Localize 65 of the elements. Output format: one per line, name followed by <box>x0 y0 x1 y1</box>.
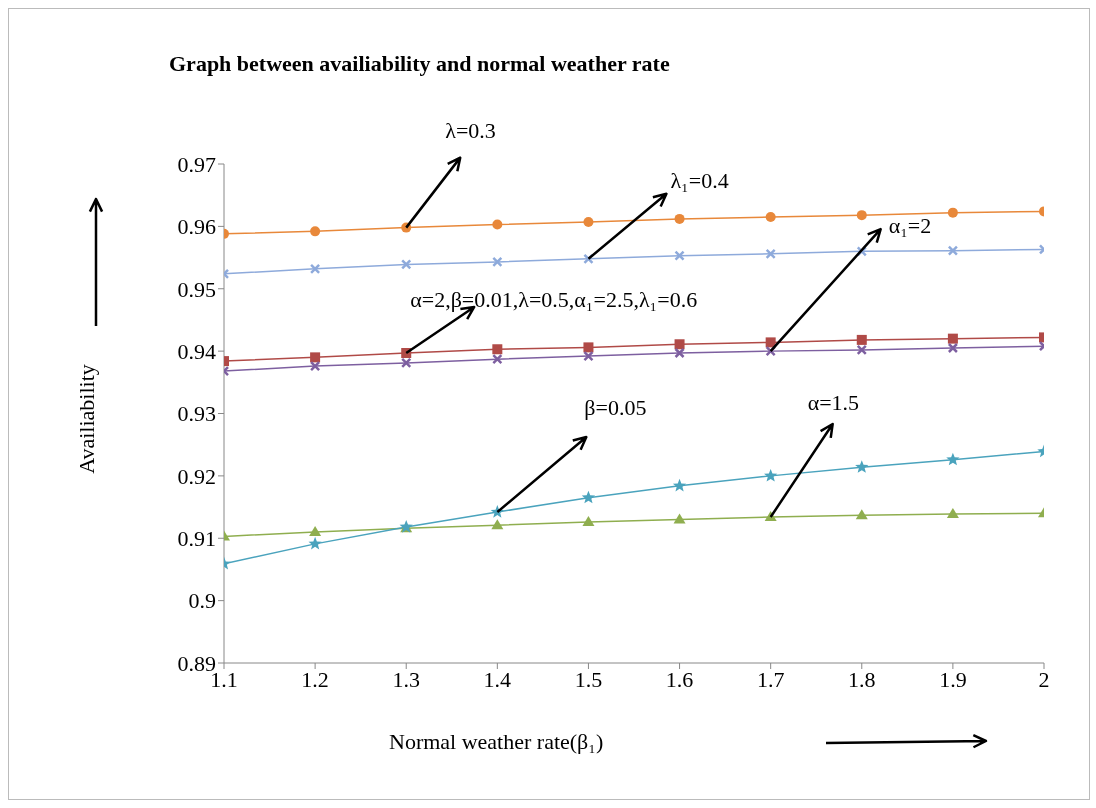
y-tick-label: 0.94 <box>177 338 216 364</box>
point <box>673 513 686 524</box>
point <box>492 353 503 365</box>
annotation: λ₁=0.4 <box>670 167 729 193</box>
annotation: λ=0.3 <box>445 117 496 143</box>
point <box>674 250 685 261</box>
x-tick-label: 1.7 <box>756 666 785 692</box>
point <box>309 360 321 372</box>
point <box>400 357 412 369</box>
chart-title: Graph between availiability and normal weather rate <box>168 51 671 77</box>
x-tick-label: 1.8 <box>848 666 876 692</box>
point <box>947 333 958 344</box>
point <box>583 342 594 353</box>
y-tick-label: 0.97 <box>177 151 216 177</box>
point <box>946 507 959 518</box>
point <box>672 478 687 492</box>
point <box>309 526 322 537</box>
point <box>947 245 959 256</box>
point <box>856 210 867 221</box>
point <box>674 213 685 224</box>
point <box>400 259 412 270</box>
point <box>765 248 776 260</box>
point <box>946 452 960 466</box>
x-tick-label: 1.9 <box>939 666 967 692</box>
annotation: α₁=2 <box>888 213 932 239</box>
point <box>309 263 321 275</box>
point <box>583 217 594 228</box>
annotation: α=2,β=0.01,λ=0.5,α₁=2.5,λ₁=0.6 <box>410 287 698 312</box>
point <box>856 334 867 345</box>
point <box>492 256 503 268</box>
x-tick-label: 1.5 <box>574 666 603 692</box>
point <box>856 344 868 356</box>
point <box>855 460 869 473</box>
point <box>583 350 594 362</box>
y-tick-label: 0.92 <box>177 463 216 489</box>
point <box>674 347 685 359</box>
y-tick-label: 0.93 <box>177 401 216 427</box>
x-axis-title: Normal weather rate(β₁) <box>389 729 604 755</box>
point <box>492 219 503 230</box>
x-tick-label: 1.2 <box>301 666 329 692</box>
y-axis-title: Availiability <box>74 364 100 474</box>
point <box>308 536 322 550</box>
point <box>765 337 776 348</box>
y-tick-label: 0.91 <box>177 526 216 552</box>
x-tick-label: 1.4 <box>483 666 512 692</box>
point <box>855 509 868 520</box>
x-tick-label: 1.6 <box>665 666 694 692</box>
point <box>492 344 503 355</box>
point <box>582 516 595 527</box>
point <box>947 207 958 218</box>
point <box>947 342 959 354</box>
point <box>764 468 778 482</box>
y-tick-label: 0.96 <box>177 214 216 240</box>
y-tick-label: 0.95 <box>177 276 216 302</box>
annotation: α=1.5 <box>807 390 860 416</box>
point <box>581 490 596 504</box>
point <box>310 352 321 363</box>
annotation: β=0.05 <box>584 395 647 421</box>
x-tick-label: 1.3 <box>392 666 420 692</box>
point <box>491 519 504 530</box>
point <box>310 226 321 237</box>
x-tick-label: 2 <box>1038 666 1050 692</box>
point <box>674 339 685 350</box>
y-tick-label: 0.9 <box>188 588 216 614</box>
point <box>765 212 776 223</box>
